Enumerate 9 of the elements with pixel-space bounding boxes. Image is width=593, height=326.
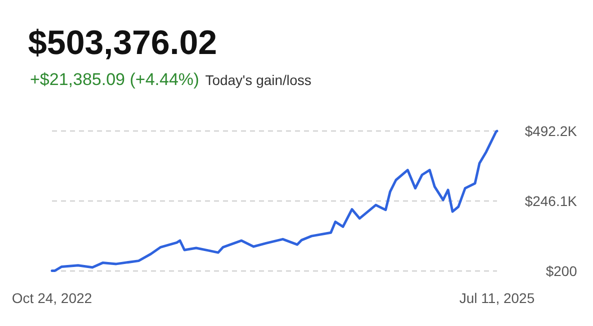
line-series [50, 130, 498, 272]
x-tick-label: Oct 24, 2022 [12, 290, 92, 306]
text: Today's gain/loss [205, 72, 312, 88]
chart-subtitle: +$21,385.09 (+4.44%) [30, 70, 200, 89]
y-tick-label: $246.1K [524, 192, 578, 209]
x-tick-label: Jul 11, 2025 [459, 290, 535, 306]
y-tick-label: $200 [546, 262, 578, 279]
chart-title: $503,376.02 [28, 24, 218, 62]
y-tick-label: $492.2K [524, 122, 578, 139]
